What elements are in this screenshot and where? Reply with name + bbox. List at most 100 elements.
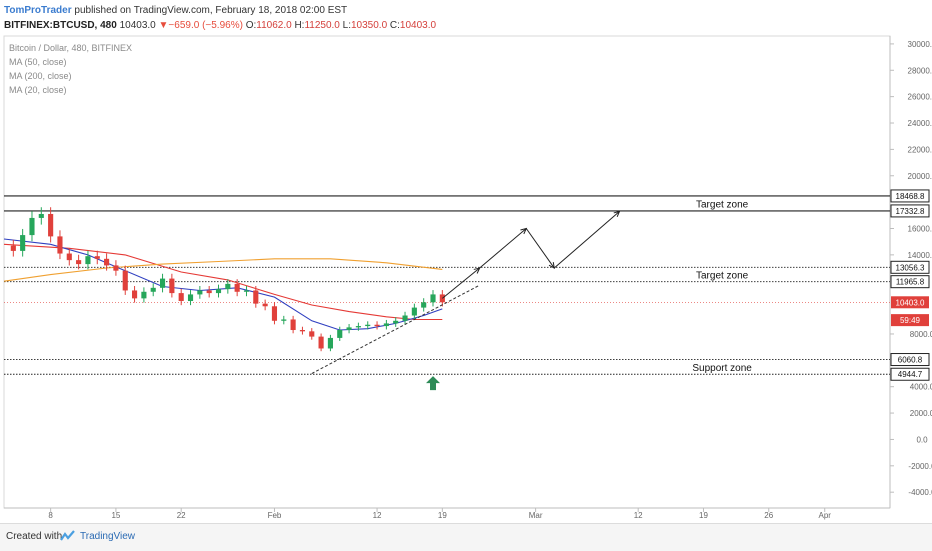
candle-body [234,283,240,292]
zone-label: Target zone [696,271,749,282]
legend-ma20: MA (20, close) [9,85,67,95]
x-tick-label: 19 [438,511,447,520]
tradingview-brand-link[interactable]: TradingView [80,531,136,542]
projection-line [553,210,620,269]
projection-arrowhead [473,267,481,274]
candle-body [383,323,389,327]
author-link[interactable]: TomProTrader [4,5,72,16]
candle-body [38,213,44,218]
x-tick-label: 12 [373,511,382,520]
candles [10,207,445,352]
y-tick-label: 30000.0 [908,40,932,49]
candle-body [253,290,259,304]
open-label: O: [245,20,257,31]
ohlc-line: BITFINEX:BTCUSD, 480 10403.0 ▼−659.0 (−5… [4,20,436,31]
candle-body [430,294,436,303]
low-value: 10350.0 [350,20,388,31]
candle-body [402,315,408,321]
level-tag [890,275,930,289]
change-arrow-icon: ▼ [158,20,169,31]
x-tick-label: 12 [634,511,643,520]
level-tag [890,189,930,203]
trend-line [311,284,480,374]
candle-body [132,290,138,299]
level-tag-label: 13056.3 [896,263,925,272]
publish-line: TomProTrader published on TradingView.co… [4,5,347,16]
candle-body [299,330,306,332]
last-price: 10403.0 [119,20,156,31]
candle-body [150,287,156,292]
y-tick-label: 14000.0 [908,251,932,260]
y-tick-label: 28000.0 [908,66,932,75]
candle-body [215,289,222,294]
price-tags: 18468.8 17332.8 13056.3 11965.8 6060.8 4944.7… [890,189,930,381]
candle-body [243,290,250,292]
projection-arrowhead [613,210,621,218]
candle-body [113,265,119,271]
plot-area[interactable] [3,35,891,509]
candle-body [104,258,110,266]
zone-label: Support zone [692,363,752,374]
candle-body [29,217,35,236]
candle-body [187,294,194,302]
up-arrow-icon [426,376,441,391]
level-tag-label: 18468.8 [896,192,925,201]
candle-body [374,324,380,327]
y-tick-label: 24000.0 [908,119,932,128]
legend-ma200: MA (200, close) [9,71,72,81]
open-value: 11062.0 [256,20,292,31]
x-tick-label: 26 [764,511,773,520]
x-tick-label: 19 [699,511,708,520]
level-tag-label: 11965.8 [896,278,925,287]
candle-body [271,306,278,321]
candle-body [309,331,315,337]
created-with-label: Created with [6,531,63,542]
low-label: L: [342,20,351,31]
close-label: C: [389,20,400,31]
candle-body [365,324,371,327]
high-value: 11250.0 [304,20,340,31]
chart-header: TomProTrader published on TradingView.co… [0,0,932,36]
moving-average-line [3,258,443,282]
candle-body [411,307,417,316]
footer-bar: Created with TradingView [0,523,932,551]
candle-body [20,235,26,251]
level-tag [890,260,930,274]
level-tag [890,353,930,367]
candle-body [262,303,268,307]
projection-line [525,228,555,269]
candle-body [327,337,333,349]
candle-body [94,256,100,259]
y-tick-label: 26000.0 [908,93,932,102]
candle-body [159,278,166,288]
candle-body [225,283,231,290]
candle-body [141,291,147,299]
level-tag [890,367,930,381]
drawings [311,210,621,391]
candle-body [57,236,63,254]
x-tick-label: Mar [529,511,543,520]
candle-body [393,320,399,324]
price-axis: 30000.0 28000.0 26000.0 24000.0 22000.0 20000… [890,40,932,497]
candle-body [421,302,427,308]
candle-body [85,256,91,265]
countdown-tag [891,314,929,327]
candle-body [66,253,72,261]
tradingview-logo-icon [60,530,75,541]
candle-body [122,270,128,291]
candle-body [290,319,296,331]
x-tick-label: 15 [111,511,120,520]
y-tick-label: 8000.0 [910,330,932,339]
y-tick-label: -2000.0 [908,462,932,471]
symbol-label: BITFINEX:BTCUSD, 480 [4,20,117,31]
time-axis: 8 15 22 Feb 12 19 Mar 12 19 26 Apr [48,508,831,520]
x-tick-label: Apr [818,511,831,520]
candle-body [10,245,16,251]
level-tag-label: 17332.8 [896,207,925,216]
close-value: 10403.0 [399,20,437,31]
y-tick-label: 0.0 [916,435,928,444]
y-tick-label: -4000.0 [908,488,932,497]
level-tag-label: 4944.7 [898,370,923,379]
price-chart[interactable]: Target zone Target zone Support zone 30000… [0,0,932,523]
y-tick-label: 16000.0 [908,224,932,233]
